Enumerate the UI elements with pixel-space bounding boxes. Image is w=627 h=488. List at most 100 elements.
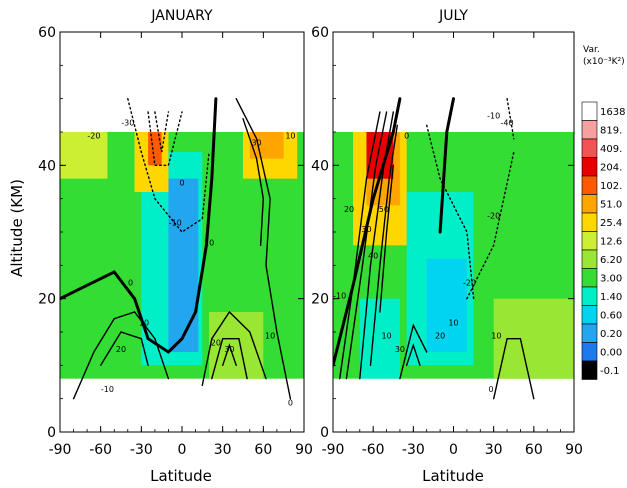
colorbar-swatch: [581, 249, 598, 269]
y-tick-label: 40: [38, 158, 56, 174]
colorbar-label: 409.: [600, 144, 622, 155]
contour-label: 40: [368, 252, 378, 261]
x-tick-label: 90: [565, 442, 583, 458]
contour-label: 50: [379, 205, 389, 214]
colorbar-swatch: [581, 342, 598, 362]
x-tick-label: 60: [525, 442, 543, 458]
contour-line: [339, 111, 381, 380]
x-tick-label: -30: [402, 442, 425, 458]
y-tick-label: 20: [38, 292, 56, 308]
colorbar-label: 51.0: [600, 199, 622, 210]
contour-label: 0: [288, 398, 293, 407]
contour-label: 20: [344, 205, 354, 214]
fill-region: [168, 178, 199, 352]
contour-label: -10: [333, 292, 346, 301]
y-tick-label: 60: [38, 25, 56, 41]
contour-line: [235, 98, 292, 400]
y-tick-label: 20: [311, 292, 329, 308]
contour-label: 0: [179, 178, 184, 187]
panel-january: 01020102030103010-10-30-20-1000JANUARY-9…: [38, 8, 313, 458]
shared-labels: Altitude (KM) Latitude Latitude: [8, 179, 484, 485]
contour-line: [438, 97, 455, 234]
contour-label: -30: [121, 118, 134, 127]
contour-line: [242, 118, 265, 246]
y-axis-label: Altitude (KM): [8, 179, 26, 277]
x-tick-label: 0: [178, 442, 187, 458]
contour-line: [222, 343, 237, 366]
y-tick-label: 0: [320, 425, 329, 441]
contour-label: 0: [128, 278, 133, 287]
contour-label: 20: [116, 345, 126, 354]
x-tick-label: -60: [89, 442, 112, 458]
colorbar-swatch: [581, 101, 598, 121]
colorbar-label: 819.: [600, 125, 622, 136]
colorbar-label: 1.40: [600, 292, 622, 303]
colorbar-swatch: [581, 138, 598, 158]
y-tick-label: 0: [47, 425, 56, 441]
colorbar-swatch: [581, 120, 598, 140]
contour-label: 10: [285, 132, 295, 141]
fill-region: [493, 298, 574, 379]
colorbar: Var. (x10⁻³K²) 1638 819. 409. 204. 102. 51.0 2…: [581, 45, 625, 380]
colorbar-swatch: [581, 286, 598, 306]
contour-line: [466, 151, 515, 300]
contour-line: [100, 331, 149, 366]
x-tick-label: -60: [362, 442, 385, 458]
contour-line: [379, 164, 394, 313]
colorbar-unit: (x10⁻³K²): [583, 57, 625, 67]
colorbar-label: 0.00: [600, 347, 622, 358]
contour-label: 20: [435, 332, 445, 341]
contour-label: 30: [395, 345, 405, 354]
colorbar-label: 102.: [600, 181, 622, 192]
contour-label: 10: [204, 238, 214, 247]
contour-label: 30: [251, 138, 261, 147]
contour-line: [211, 338, 248, 380]
contour-label: 0: [488, 385, 493, 394]
contour-line: [345, 111, 388, 380]
colorbar-label: 6.20: [600, 255, 622, 266]
contour-label: -40: [501, 118, 514, 127]
contour-label: -20: [487, 212, 500, 221]
contour-line: [399, 323, 428, 380]
contour-label: -10: [101, 385, 114, 394]
colorbar-label: -0.1: [600, 366, 620, 377]
contour-label: -10: [487, 112, 500, 121]
colorbar-label: 204.: [600, 162, 622, 173]
colorbar-label: 12.6: [600, 236, 622, 247]
colorbar-label: 0.60: [600, 310, 622, 321]
colorbar-swatch: [581, 194, 598, 214]
contour-label: -10: [169, 218, 182, 227]
contour-label: 10: [265, 332, 275, 341]
x-tick-label: 30: [485, 442, 503, 458]
x-tick-label: 60: [254, 442, 272, 458]
x-tick-label: -30: [130, 442, 153, 458]
contour-label: 30: [361, 225, 371, 234]
contour-line: [72, 311, 170, 400]
y-tick-label: 60: [311, 25, 329, 41]
colorbar-swatch: [581, 231, 598, 251]
contour-line: [426, 124, 475, 300]
contour-line: [147, 111, 183, 166]
colorbar-swatch: [581, 212, 598, 232]
contour-label: 0: [404, 132, 409, 141]
contour-line: [405, 343, 421, 366]
x-tick-label: 30: [214, 442, 232, 458]
contour-label: 10: [139, 318, 149, 327]
colorbar-swatch: [581, 360, 598, 380]
contour-label: 10: [448, 318, 458, 327]
colorbar-swatch: [581, 305, 598, 325]
contour-line: [60, 97, 218, 354]
contour-label: -20: [87, 132, 100, 141]
y-tick-label: 40: [311, 158, 329, 174]
contour-label: 10: [381, 332, 391, 341]
colorbar-label: 1638: [600, 107, 625, 118]
contour-line: [127, 98, 210, 233]
contour-label: 20: [211, 338, 221, 347]
panel-july: -102030405010302010-20-20-10-401000JULY-…: [311, 8, 583, 458]
contour-label: -20: [463, 278, 476, 287]
contour-label: 30: [224, 345, 234, 354]
colorbar-swatch: [581, 268, 598, 288]
panel-title: JANUARY: [150, 8, 213, 24]
contour-line: [493, 338, 535, 400]
fill-region: [60, 132, 108, 179]
